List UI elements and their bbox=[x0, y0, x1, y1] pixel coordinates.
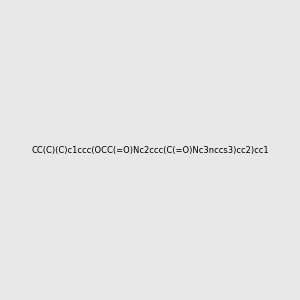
Text: CC(C)(C)c1ccc(OCC(=O)Nc2ccc(C(=O)Nc3nccs3)cc2)cc1: CC(C)(C)c1ccc(OCC(=O)Nc2ccc(C(=O)Nc3nccs… bbox=[31, 146, 269, 154]
